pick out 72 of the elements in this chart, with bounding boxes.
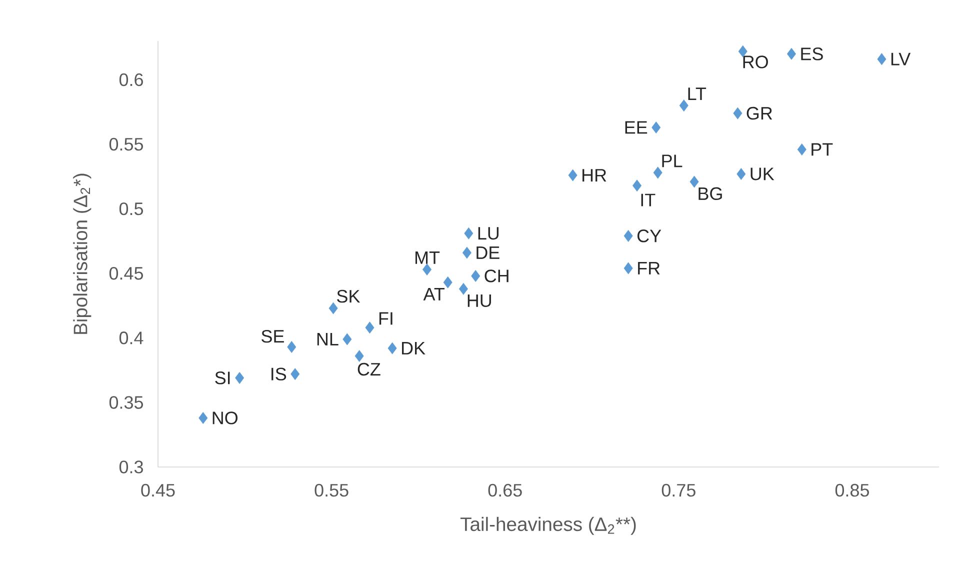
point — [632, 180, 642, 192]
annotation: GR — [746, 106, 772, 120]
annotation: SE — [262, 330, 284, 343]
annotation: BG — [698, 187, 722, 200]
point — [422, 264, 432, 276]
point — [388, 342, 397, 354]
point — [342, 333, 352, 346]
annotation: HR — [582, 169, 606, 182]
annotation: DK — [402, 342, 426, 354]
annotation: ES — [801, 48, 823, 60]
annotation: HU — [468, 294, 491, 307]
annotation: FR — [638, 262, 660, 274]
annotation: NO — [212, 412, 238, 424]
x-tick-label: 0.85 — [835, 484, 869, 497]
point — [235, 372, 244, 384]
point — [653, 166, 662, 179]
point — [287, 341, 296, 353]
point — [624, 262, 633, 274]
point — [877, 53, 886, 65]
annotation: LV — [891, 52, 911, 66]
y-tick-label: 0.5 — [119, 202, 144, 216]
point — [443, 276, 452, 288]
annotation: SK — [337, 290, 360, 303]
point — [198, 412, 208, 424]
annotation: MT — [416, 252, 440, 264]
point — [652, 122, 661, 134]
x-tick-label: 0.75 — [662, 484, 696, 497]
annotation: IS — [272, 368, 286, 380]
y-axis-title: Bipolarisation (Δ$_{2}$*) — [73, 174, 92, 334]
point — [736, 168, 746, 180]
annotation: AT — [423, 288, 445, 300]
point — [797, 144, 806, 156]
annotation: CZ — [358, 362, 380, 376]
y-tick-label: 0.6 — [119, 73, 143, 86]
y-tick-label: 0.4 — [119, 332, 144, 344]
x-tick-label: 0.65 — [488, 484, 522, 497]
x-tick-label: 0.45 — [141, 484, 175, 497]
annotation: UK — [750, 168, 774, 180]
point — [365, 322, 374, 334]
annotation: FI — [379, 312, 392, 325]
point — [462, 246, 472, 259]
annotation: SI — [215, 372, 230, 384]
annotation: DE — [476, 246, 500, 259]
annotation: CY — [637, 230, 662, 242]
point — [354, 350, 364, 362]
annotation: EE — [625, 121, 648, 134]
point — [568, 169, 578, 182]
y-tick-label: 0.55 — [109, 138, 143, 151]
x-tick-label: 0.55 — [314, 484, 348, 497]
point — [690, 176, 699, 188]
point — [733, 107, 742, 120]
y-tick-label: 0.45 — [109, 266, 143, 280]
annotation: LT — [688, 88, 706, 100]
y-tick-label: 0.3 — [119, 460, 143, 474]
annotation: NL — [317, 333, 338, 346]
point — [464, 228, 474, 240]
point — [679, 100, 688, 112]
point — [328, 302, 338, 314]
annotation: IT — [641, 194, 656, 206]
point — [624, 230, 633, 242]
y-tick-label: 0.35 — [109, 396, 143, 409]
annotation: PL — [662, 154, 682, 168]
point — [787, 48, 796, 60]
point — [290, 368, 300, 380]
point — [459, 283, 468, 295]
annotation: RO — [743, 56, 768, 68]
x-axis-title: Tail-heaviness (Δ$_{2}$**) — [460, 516, 636, 535]
point — [471, 270, 480, 282]
annotation: PT — [812, 143, 833, 156]
point — [738, 45, 748, 58]
annotation: CH — [484, 270, 508, 282]
annotation: LU — [478, 227, 499, 240]
